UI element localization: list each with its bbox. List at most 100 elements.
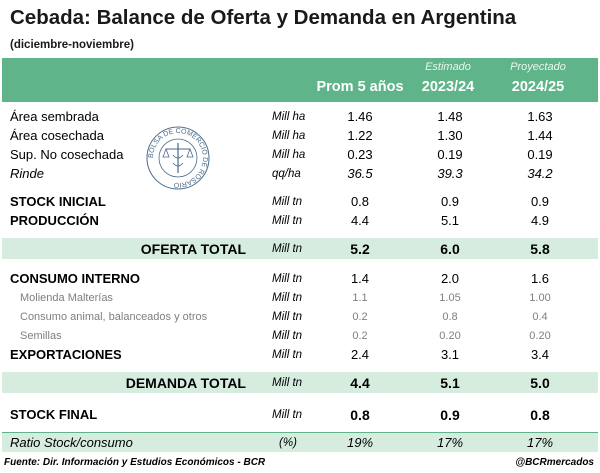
value-2024-25: 1.63 <box>527 109 553 124</box>
value-2023-24: 3.1 <box>440 347 460 362</box>
row-label: PRODUCCIÓN <box>10 213 99 228</box>
source-note: Fuente: Dir. Información y Estudios Econ… <box>4 457 266 468</box>
footer: Fuente: Dir. Información y Estudios Econ… <box>0 457 600 471</box>
row-label: Rinde <box>10 166 44 181</box>
table-row-demanda-total: DEMANDA TOTAL Mill tn 4.4 5.1 5.0 <box>2 372 598 393</box>
row-unit: Mill ha <box>272 148 306 161</box>
value-2024-25: 4.9 <box>530 213 550 228</box>
column-sub-estimado: Estimado <box>425 61 471 73</box>
row-unit: Mill tn <box>272 291 303 304</box>
value-2023-24: 1.48 <box>437 109 463 124</box>
table-header: Estimado Proyectado Prom 5 años 2023/24 … <box>2 58 598 102</box>
value-prom: 4.4 <box>350 374 370 391</box>
social-handle: @BCRmercados <box>515 457 594 468</box>
row-unit: Mill tn <box>272 195 303 208</box>
value-prom: 1.1 <box>352 291 368 304</box>
table-row-ratio-stock-consumo: Ratio Stock/consumo (%) 19% 17% 17% <box>2 433 598 452</box>
value-2023-24: 0.9 <box>440 406 460 423</box>
table-row-area-cosechada: Área cosechada Mill ha 1.22 1.30 1.44 <box>2 126 598 145</box>
value-2024-25: 0.8 <box>530 406 550 423</box>
value-prom: 1.46 <box>347 109 373 124</box>
value-2023-24: 0.20 <box>439 329 461 342</box>
row-unit: Mill tn <box>272 310 303 323</box>
value-2023-24: 0.19 <box>437 147 463 162</box>
row-label: DEMANDA TOTAL <box>125 374 246 391</box>
value-prom: 0.23 <box>347 147 373 162</box>
value-prom: 1.4 <box>350 271 370 286</box>
table-row-consumo-animal: Consumo animal, balanceados y otros Mill… <box>2 307 598 326</box>
value-2024-25: 1.44 <box>527 128 553 143</box>
row-label: Molienda Malterías <box>20 291 113 304</box>
page-title: Cebada: Balance de Oferta y Demanda en A… <box>10 6 517 29</box>
value-2024-25: 3.4 <box>530 347 550 362</box>
value-2024-25: 0.4 <box>532 310 548 323</box>
value-prom: 5.2 <box>350 240 370 257</box>
table-row-sup-no-cosechada: Sup. No cosechada Mill ha 0.23 0.19 0.19 <box>2 145 598 164</box>
table-row-oferta-total: OFERTA TOTAL Mill tn 5.2 6.0 5.8 <box>2 238 598 259</box>
row-label: Semillas <box>20 329 62 342</box>
value-2024-25: 5.0 <box>530 374 550 391</box>
value-2023-24: 1.30 <box>437 128 463 143</box>
value-prom: 0.2 <box>352 310 368 323</box>
row-unit: (%) <box>279 436 297 449</box>
value-prom: 2.4 <box>350 347 370 362</box>
table-row-consumo-interno: CONSUMO INTERNO Mill tn 1.4 2.0 1.6 <box>2 269 598 288</box>
value-2023-24: 5.1 <box>440 374 460 391</box>
value-2023-24: 17% <box>436 435 464 450</box>
column-sub-proyectado: Proyectado <box>510 61 566 73</box>
value-2023-24: 2.0 <box>440 271 460 286</box>
row-label: Sup. No cosechada <box>10 147 124 162</box>
value-2024-25: 0.9 <box>530 194 550 209</box>
value-prom: 0.8 <box>350 194 370 209</box>
row-unit: Mill tn <box>272 329 303 342</box>
value-2024-25: 1.6 <box>530 271 550 286</box>
column-header-prom: Prom 5 años <box>316 79 404 95</box>
table-row-stock-inicial: STOCK INICIAL Mill tn 0.8 0.9 0.9 <box>2 192 598 211</box>
value-prom: 36.5 <box>347 166 373 181</box>
row-label: OFERTA TOTAL <box>140 240 246 257</box>
table-row-semillas: Semillas Mill tn 0.2 0.20 0.20 <box>2 326 598 345</box>
value-2023-24: 1.05 <box>439 291 461 304</box>
bcr-seal-logo: BOLSA DE COMERCIO DE ROSARIO <box>146 126 210 190</box>
row-unit: Mill tn <box>272 242 303 255</box>
value-prom: 4.4 <box>350 213 370 228</box>
table-row-molienda-malterias: Molienda Malterías Mill tn 1.1 1.05 1.00 <box>2 288 598 307</box>
value-prom: 0.2 <box>352 329 368 342</box>
value-2023-24: 5.1 <box>440 213 460 228</box>
value-prom: 1.22 <box>347 128 373 143</box>
column-header-2024-25: 2024/25 <box>511 79 565 95</box>
row-unit: Mill tn <box>272 348 303 361</box>
row-label: STOCK INICIAL <box>10 194 106 209</box>
divider <box>2 432 598 433</box>
row-label: Consumo animal, balanceados y otros <box>20 310 208 323</box>
value-2024-25: 17% <box>526 435 554 450</box>
table-row-area-sembrada: Área sembrada Mill ha 1.46 1.48 1.63 <box>2 107 598 126</box>
value-2023-24: 0.8 <box>442 310 458 323</box>
row-unit: Mill ha <box>272 129 306 142</box>
row-label: STOCK FINAL <box>10 407 98 422</box>
value-2023-24: 39.3 <box>437 166 463 181</box>
table-row-stock-final: STOCK FINAL Mill tn 0.8 0.9 0.8 <box>2 405 598 424</box>
row-unit: Mill tn <box>272 272 303 285</box>
value-2023-24: 0.9 <box>440 194 460 209</box>
value-2024-25: 0.19 <box>527 147 553 162</box>
row-label: Ratio Stock/consumo <box>10 435 133 450</box>
column-header-2023-24: 2023/24 <box>421 79 475 95</box>
row-unit: Mill tn <box>272 408 303 421</box>
value-prom: 0.8 <box>350 406 370 423</box>
row-label: Área sembrada <box>10 109 99 124</box>
value-2024-25: 0.20 <box>529 329 551 342</box>
page-subtitle: (diciembre-noviembre) <box>10 39 134 51</box>
table-row-produccion: PRODUCCIÓN Mill tn 4.4 5.1 4.9 <box>2 211 598 230</box>
row-unit: Mill tn <box>272 214 303 227</box>
row-unit: qq/ha <box>272 167 301 180</box>
row-unit: Mill ha <box>272 110 306 123</box>
row-label: EXPORTACIONES <box>10 347 122 362</box>
row-label: Área cosechada <box>10 128 104 143</box>
value-2024-25: 34.2 <box>527 166 553 181</box>
value-2023-24: 6.0 <box>440 240 460 257</box>
row-label: CONSUMO INTERNO <box>10 271 140 286</box>
row-unit: Mill tn <box>272 376 303 389</box>
value-prom: 19% <box>346 435 374 450</box>
table-row-exportaciones: EXPORTACIONES Mill tn 2.4 3.1 3.4 <box>2 345 598 364</box>
